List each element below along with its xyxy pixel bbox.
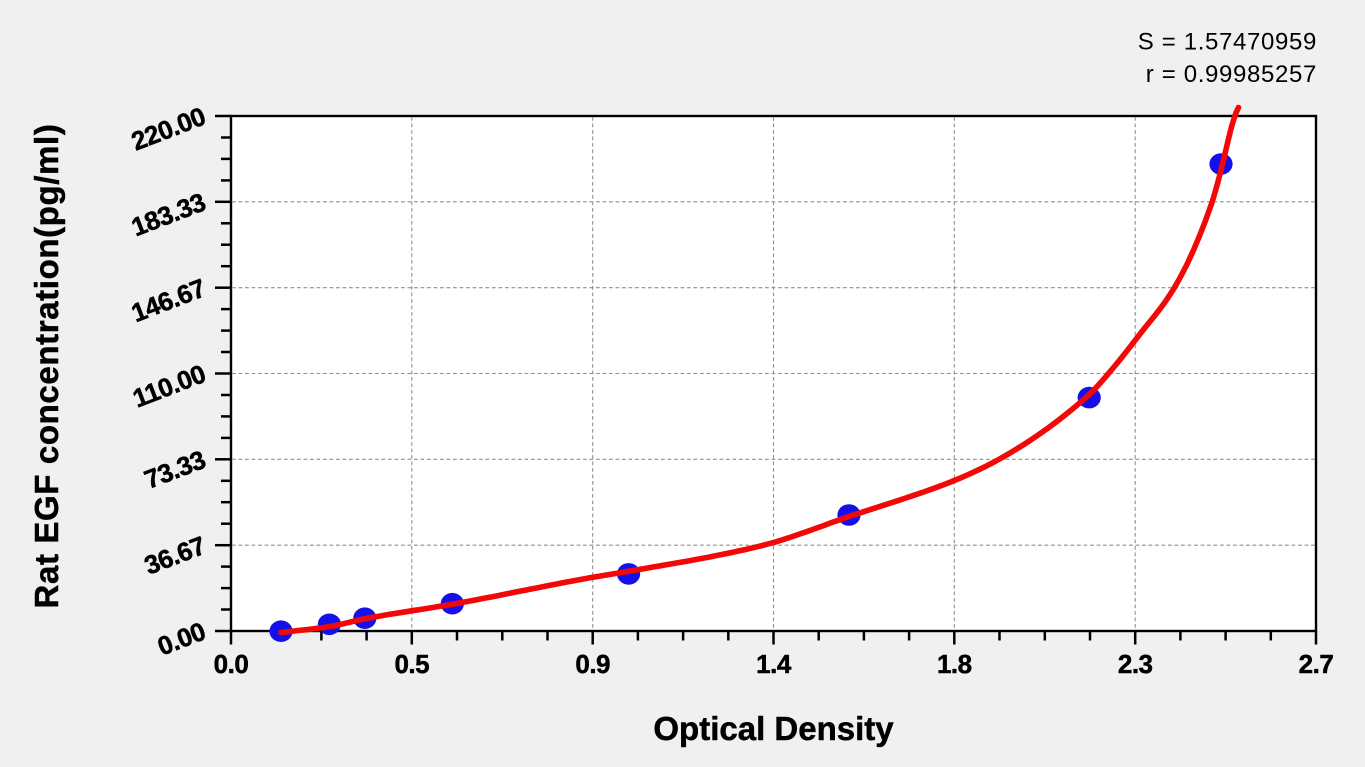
svg-text:r = 0.99985257: r = 0.99985257 — [1146, 61, 1317, 88]
svg-text:Rat EGF concentration(pg/ml): Rat EGF concentration(pg/ml) — [28, 124, 65, 609]
svg-text:2.3: 2.3 — [1118, 649, 1153, 679]
svg-text:Optical Density: Optical Density — [653, 710, 894, 747]
svg-text:1.8: 1.8 — [937, 649, 972, 679]
svg-text:S = 1.57470959: S = 1.57470959 — [1138, 29, 1317, 56]
svg-text:0.0: 0.0 — [214, 649, 249, 679]
svg-text:1.4: 1.4 — [756, 649, 792, 679]
svg-text:2.7: 2.7 — [1299, 649, 1334, 679]
svg-text:0.9: 0.9 — [575, 649, 610, 679]
svg-text:0.5: 0.5 — [394, 649, 429, 679]
